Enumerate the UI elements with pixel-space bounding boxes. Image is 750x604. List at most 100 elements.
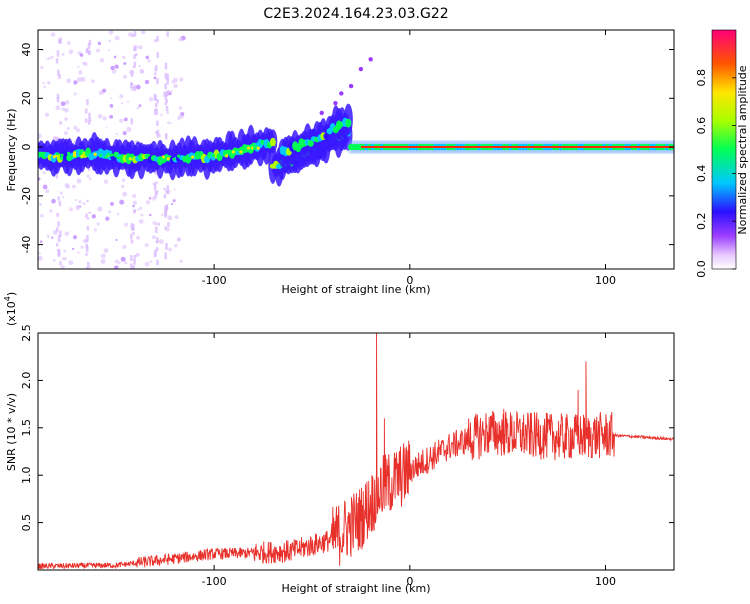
spectrogram-speckle [138, 45, 143, 50]
spectrogram-smear [56, 227, 59, 232]
spectrogram-smear [55, 243, 59, 247]
spectrogram-smear [86, 234, 89, 242]
snr-ytick-label: 1.0 [20, 466, 33, 484]
spectrogram-speckle [64, 100, 70, 105]
spectrogram-speckle [109, 103, 114, 108]
spectrogram-smear [85, 213, 88, 219]
snr-ytick-label: 2.0 [20, 372, 33, 390]
spectrogram-speckle [132, 204, 135, 208]
spectrogram-speckle [74, 198, 78, 202]
spectrogram-speckle [96, 48, 101, 53]
spectrogram-speckle [168, 247, 172, 252]
spectrogram-speckle [63, 249, 67, 253]
spectrogram-speckle [82, 202, 86, 206]
spectrogram-smear [153, 251, 157, 257]
spectrogram-xtick-label: -100 [202, 274, 227, 287]
spectrogram-speckle [61, 52, 65, 56]
spectrogram-speckle [145, 55, 150, 60]
spectrogram-speckle [146, 200, 151, 205]
spectrogram-hotspot [166, 156, 170, 161]
spectrogram-smear [133, 54, 136, 59]
snr-multiplier: (x104) [3, 292, 18, 326]
spectrogram-content [38, 30, 674, 269]
spectrogram-smear [86, 225, 90, 231]
spectrogram-smear [56, 93, 60, 100]
spectrogram-smear [154, 169, 158, 175]
spectrogram-hotspot [67, 151, 71, 155]
spectrogram-speckle [105, 216, 110, 221]
snr-ylabel: SNR (10 * v/v) [5, 393, 18, 471]
spectrogram-smear [85, 243, 88, 249]
spectrogram-smear [156, 237, 159, 243]
snr-xtick-label: -100 [202, 575, 227, 588]
spectrogram-smear [165, 190, 168, 193]
spectrogram-smear [155, 226, 158, 234]
spectrogram-hotspot [191, 155, 195, 159]
spectrogram-speckle [72, 184, 76, 189]
spectrogram-speckle [172, 199, 176, 203]
spectrogram-smear [59, 261, 62, 266]
spectrogram-hotspot [99, 153, 103, 158]
spectrogram-speckle [158, 239, 164, 245]
snr-series-line [38, 333, 674, 570]
spectrogram-smear [87, 120, 91, 125]
snr-xtick-label: 0 [406, 575, 413, 588]
spectrogram-smear [133, 257, 136, 265]
spectrogram-speckle [153, 71, 158, 76]
spectrogram-speckle [63, 130, 69, 136]
snr-xtick-label: 100 [595, 575, 616, 588]
colorbar-gradient [711, 29, 737, 270]
spectrogram-speckle [80, 245, 84, 249]
spectrogram-smear [166, 185, 170, 192]
spectrogram-speckle [148, 197, 152, 200]
spectrogram-hotspot [254, 145, 258, 149]
spectrogram-speckle [72, 235, 78, 240]
spectrogram-speckle [99, 57, 105, 63]
spectrogram-smear [164, 102, 168, 106]
spectrogram-hotspot [52, 155, 56, 159]
spectrogram-speckle [149, 260, 153, 263]
spectrogram-ytick-label: -40 [20, 236, 33, 254]
spectrogram-smear [58, 75, 61, 79]
spectrogram-smear [167, 222, 170, 227]
spectrogram-smear [88, 211, 91, 214]
spectrogram-smear [164, 62, 168, 70]
spectrogram-hotspot [211, 153, 216, 158]
spectrogram-speckle [169, 122, 173, 125]
spectrogram-speckle [66, 78, 72, 84]
spectrogram-hotspot [172, 157, 176, 161]
spectrogram-speckle [38, 203, 42, 207]
spectrogram-speckle [176, 237, 181, 242]
spectrogram-speckle [114, 265, 119, 269]
spectrogram-smear [163, 91, 166, 97]
spectrogram-smear [130, 239, 134, 244]
spectrogram-speckle [180, 115, 184, 119]
spectrogram-smear [164, 209, 168, 217]
spectrogram-speckle [97, 41, 102, 46]
spectrogram-smear [156, 259, 159, 266]
spectrogram-smear [157, 222, 160, 226]
spectrogram-hotspot [126, 153, 130, 157]
spectrogram-smear [88, 118, 92, 122]
spectrogram-smear [156, 99, 159, 103]
spectrogram-ytick-label: 0 [20, 144, 33, 151]
spectrogram-hotspot [246, 146, 251, 150]
spectrogram-speckle [97, 114, 103, 119]
spectrogram-smear [155, 190, 159, 195]
spectrogram-hotspot [125, 155, 129, 159]
spectrogram-speckle [40, 213, 44, 218]
spectrogram-hotspot [55, 152, 60, 156]
spectrogram-speckle [124, 222, 129, 227]
spectrogram-speckle [93, 228, 98, 232]
snr-frame [37, 332, 675, 571]
spectrogram-smear [163, 187, 166, 191]
spectrogram-smear [57, 221, 60, 227]
spectrogram-smear [164, 83, 167, 90]
spectrogram-smear [133, 31, 137, 37]
spectrogram-speckle [113, 55, 117, 59]
spectrogram-smear [59, 230, 62, 238]
spectrogram-smear [130, 83, 133, 86]
spectrogram-smear [165, 204, 169, 210]
spectrogram-smear [56, 212, 59, 217]
spectrogram-speckle [138, 219, 144, 224]
